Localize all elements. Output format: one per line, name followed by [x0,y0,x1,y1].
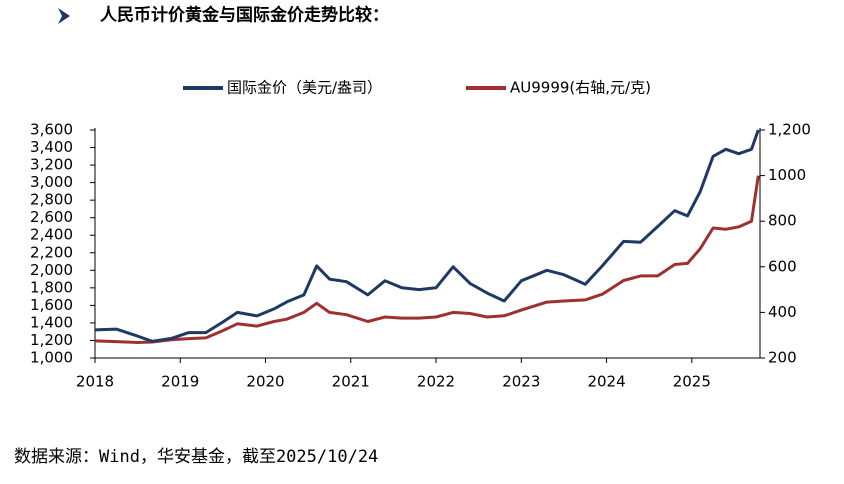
y2-tick-label: 1000 [768,166,806,184]
y-tick-label: 3,000 [30,173,73,191]
y2-tick-label: 600 [768,257,797,275]
y-tick-label: 2,800 [30,191,73,209]
heading: 人民币计价黄金与国际金价走势比较： [100,5,389,26]
x-tick-label: 2018 [76,373,114,391]
y-tick-label: 1,000 [30,349,73,367]
x-tick-label: 2023 [502,373,540,391]
y2-tick-label: 800 [768,212,797,230]
y2-tick-label: 1,200 [768,121,811,139]
legend-label: 国际金价（美元/盎司） [227,79,382,97]
y-tick-label: 1,800 [30,278,73,296]
y-tick-label: 2,400 [30,226,73,244]
y-tick-label: 1,600 [30,296,73,314]
y2-tick-label: 400 [768,303,797,321]
y-tick-label: 3,200 [30,156,73,174]
y-tick-label: 2,000 [30,261,73,279]
x-tick-label: 2020 [246,373,284,391]
series-line [94,129,760,343]
x-tick-label: 2025 [673,373,711,391]
series-line [94,175,760,344]
legend-label: AU9999(右轴,元/克) [510,79,651,97]
y-tick-label: 2,200 [30,243,73,261]
x-tick-label: 2022 [417,373,455,391]
bullet [58,8,70,24]
x-tick-label: 2024 [587,373,625,391]
y-tick-label: 3,600 [30,121,73,139]
x-tick-label: 2019 [161,373,199,391]
y-tick-label: 2,600 [30,208,73,226]
y-tick-label: 1,400 [30,313,73,331]
y2-tick-label: 200 [768,349,797,367]
y-tick-label: 1,200 [30,331,73,349]
x-tick-label: 2021 [332,373,370,391]
source-note: 数据来源：Wind，华安基金，截至2025/10/24 [14,447,378,467]
y-tick-label: 3,400 [30,138,73,156]
